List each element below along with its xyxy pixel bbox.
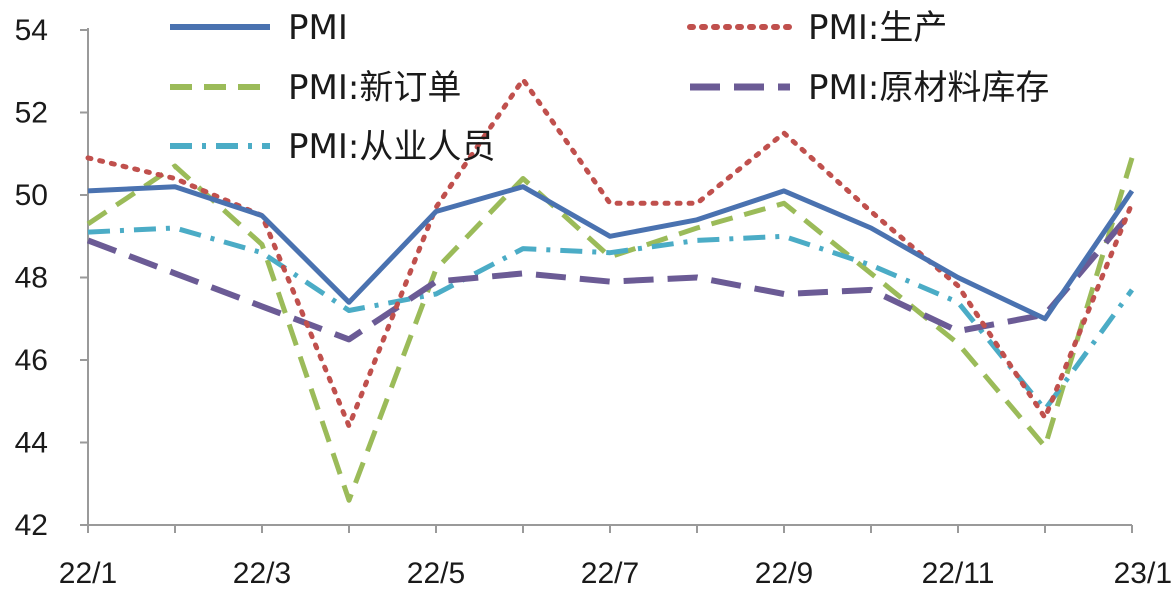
- legend: PMI PMI:生产 PMI:新订单 PMI:原材料库存 PMI:从业人员: [170, 8, 1049, 167]
- legend-item: PMI:原材料库存: [690, 68, 1049, 108]
- legend-item: PMI:新订单: [170, 68, 461, 108]
- legend-label: PMI: [288, 8, 348, 48]
- x-tick-label: 22/1: [59, 557, 117, 590]
- legend-label: PMI:原材料库存: [808, 68, 1049, 108]
- y-tick-label: 48: [15, 262, 48, 295]
- x-tick-label: 22/5: [407, 557, 465, 590]
- x-tick-label: 22/9: [755, 557, 813, 590]
- legend-item: PMI:生产: [687, 8, 947, 48]
- series-line-0: [87, 184, 1135, 322]
- chart-axes: 42 44 46 48 50 52 54 22/1 22/3 22/5 22/7 22/9 22/11 2…: [15, 14, 1172, 590]
- y-tick-label: 50: [15, 179, 48, 212]
- x-tick-label: 22/11: [922, 557, 995, 590]
- y-tick-label: 46: [15, 344, 48, 377]
- series-line-4: [87, 225, 1135, 412]
- x-tick-label: 22/3: [233, 557, 291, 590]
- y-tick-label: 54: [15, 14, 48, 47]
- legend-label: PMI:生产: [808, 8, 947, 48]
- legend-item: PMI:从业人员: [170, 127, 495, 167]
- x-tick-label: 22/7: [581, 557, 639, 590]
- legend-label: PMI:新订单: [288, 68, 461, 108]
- y-tick-label: 44: [15, 427, 48, 460]
- y-tick-label: 42: [15, 509, 48, 542]
- series-line-2: [86, 157, 1135, 503]
- legend-label: PMI:从业人员: [288, 127, 495, 167]
- y-tick-label: 52: [15, 97, 48, 130]
- legend-item: PMI: [170, 8, 348, 48]
- series-layer: [85, 77, 1135, 503]
- series-line-3: [86, 209, 1135, 343]
- x-tick-label: 23/1: [1114, 557, 1172, 590]
